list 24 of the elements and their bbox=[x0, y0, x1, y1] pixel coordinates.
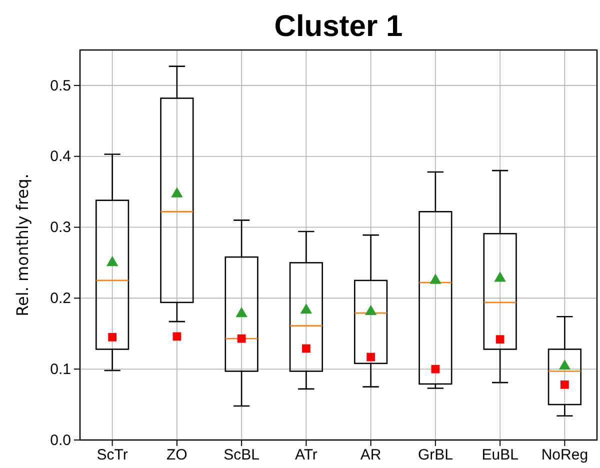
chart-title: Cluster 1 bbox=[274, 10, 403, 43]
y-tick-label: 0.5 bbox=[50, 77, 71, 94]
x-tick-label: ScTr bbox=[96, 446, 128, 464]
x-tick-label: ZO bbox=[166, 446, 188, 464]
y-tick-label: 0.0 bbox=[50, 432, 71, 449]
point bbox=[431, 364, 440, 374]
x-tick-label: ATr bbox=[294, 446, 318, 464]
point bbox=[302, 344, 310, 353]
point bbox=[366, 352, 375, 362]
x-tick-label: ScBL bbox=[224, 446, 260, 464]
y-tick-label: 0.2 bbox=[50, 290, 71, 307]
x-tick-label: NoReg bbox=[541, 446, 588, 464]
y-tick-label: 0.1 bbox=[50, 360, 71, 378]
y-tick-label: 0.3 bbox=[50, 219, 71, 236]
point bbox=[172, 332, 182, 341]
x-tick-label: EuBL bbox=[482, 446, 518, 464]
y-axis-title: Rel. monthly freq. bbox=[13, 174, 32, 316]
point bbox=[108, 333, 116, 342]
y-tick-label: 0.4 bbox=[50, 148, 71, 166]
x-tick-label: GrBL bbox=[418, 446, 453, 464]
point bbox=[237, 334, 246, 343]
point bbox=[560, 380, 569, 389]
point bbox=[496, 335, 504, 344]
x-tick-label: AR bbox=[360, 446, 382, 464]
